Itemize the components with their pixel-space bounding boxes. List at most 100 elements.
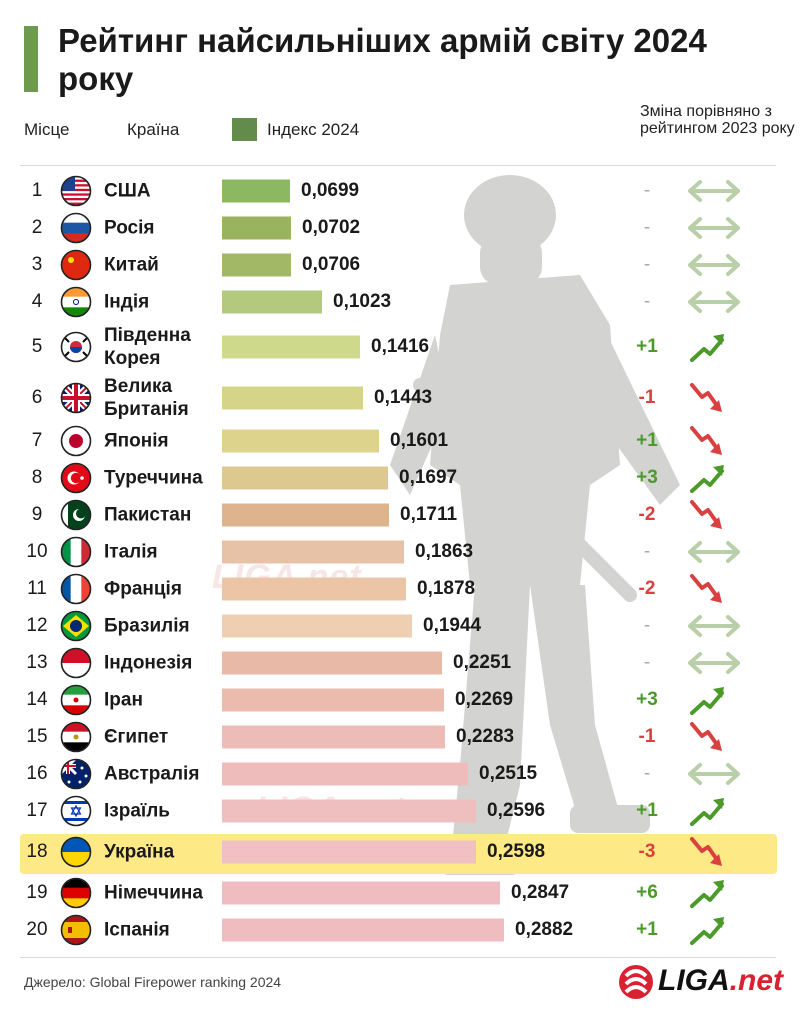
flag bbox=[60, 647, 92, 679]
index-value-label: 0,1443 bbox=[374, 387, 433, 408]
rank-down-arrow-icon bbox=[690, 837, 722, 866]
index-bar bbox=[222, 466, 388, 490]
index-bar bbox=[222, 918, 504, 942]
rank-number: 20 bbox=[26, 919, 48, 940]
rank-up-arrow-icon bbox=[690, 465, 724, 493]
logo-main: LIGA bbox=[658, 964, 730, 997]
us-flag-icon bbox=[60, 175, 92, 207]
rank-change-value: +1 bbox=[636, 430, 658, 451]
footer-divider bbox=[20, 957, 776, 958]
country-name: США bbox=[104, 180, 151, 202]
trend-arrow bbox=[686, 572, 742, 606]
flag bbox=[60, 684, 92, 716]
rank-change-value: -2 bbox=[638, 504, 656, 525]
flag bbox=[60, 758, 92, 790]
rank-change-value: -1 bbox=[638, 726, 656, 747]
rank-change-value: - bbox=[643, 615, 651, 636]
index-value-label: 0,2882 bbox=[515, 919, 574, 940]
trend-arrow bbox=[686, 285, 742, 319]
flag bbox=[60, 331, 92, 363]
rank-number: 14 bbox=[26, 689, 48, 710]
pakistan-flag-icon bbox=[60, 499, 92, 531]
flag bbox=[60, 286, 92, 318]
header-place: Місце bbox=[24, 120, 70, 139]
no-change-arrow-icon bbox=[688, 217, 740, 239]
country-name: Південна Корея bbox=[104, 325, 191, 369]
south-korea-flag-icon bbox=[60, 331, 92, 363]
index-value-label: 0,1863 bbox=[415, 541, 474, 562]
country-name: Ізраїль bbox=[104, 800, 170, 822]
rank-number: 5 bbox=[31, 336, 43, 357]
index-value-label: 0,1416 bbox=[371, 336, 430, 357]
rank-down-arrow-icon bbox=[690, 383, 722, 412]
flag bbox=[60, 877, 92, 909]
index-value-label: 0,1878 bbox=[417, 578, 476, 599]
no-change-arrow-icon bbox=[688, 763, 740, 785]
index-bar bbox=[222, 335, 360, 359]
country-name: Україна bbox=[104, 841, 175, 863]
country-name: Бразилія bbox=[104, 615, 190, 637]
rank-number: 15 bbox=[26, 726, 48, 747]
country-name: Італія bbox=[104, 541, 158, 563]
country-name: Індонезія bbox=[104, 652, 193, 674]
trend-arrow bbox=[686, 211, 742, 245]
no-change-arrow-icon bbox=[688, 291, 740, 313]
flag bbox=[60, 462, 92, 494]
index-value-label: 0,1023 bbox=[333, 291, 392, 312]
france-flag-icon bbox=[60, 573, 92, 605]
no-change-arrow-icon bbox=[688, 180, 740, 202]
flag bbox=[60, 382, 92, 414]
logo-suffix: .net bbox=[729, 964, 784, 997]
rank-change-value: +1 bbox=[636, 919, 658, 940]
rank-down-arrow-icon bbox=[690, 722, 722, 751]
flag bbox=[60, 721, 92, 753]
index-value-label: 0,0706 bbox=[302, 254, 361, 275]
rank-change-value: +3 bbox=[636, 467, 658, 488]
trend-arrow bbox=[686, 913, 742, 947]
rank-change-value: +6 bbox=[636, 882, 658, 903]
country-name: Іран bbox=[104, 689, 143, 711]
rank-up-arrow-icon bbox=[690, 917, 724, 945]
trend-arrow bbox=[686, 794, 742, 828]
country-name: Китай bbox=[104, 254, 159, 276]
index-bar bbox=[222, 799, 476, 823]
header-divider bbox=[20, 165, 776, 166]
no-change-arrow-icon bbox=[688, 652, 740, 674]
no-change-arrow-icon bbox=[688, 254, 740, 276]
trend-arrow bbox=[686, 461, 742, 495]
index-value-label: 0,1601 bbox=[390, 430, 449, 451]
japan-flag-icon bbox=[60, 425, 92, 457]
liga-logo-text: LIGA.net bbox=[658, 964, 783, 998]
flag bbox=[60, 536, 92, 568]
rank-number: 7 bbox=[31, 430, 43, 451]
flag bbox=[60, 499, 92, 531]
flag bbox=[60, 573, 92, 605]
rank-change-value: -1 bbox=[638, 387, 656, 408]
index-value-label: 0,1944 bbox=[423, 615, 482, 636]
header-change: Зміна порівняно з рейтингом 2023 року bbox=[640, 103, 795, 137]
rank-change-value: -2 bbox=[638, 578, 656, 599]
rank-up-arrow-icon bbox=[690, 687, 724, 715]
country-name: Австралія bbox=[104, 763, 200, 785]
rank-number: 16 bbox=[26, 763, 48, 784]
turkey-flag-icon bbox=[60, 462, 92, 494]
index-value-label: 0,2283 bbox=[456, 726, 515, 747]
flag bbox=[60, 795, 92, 827]
rank-number: 10 bbox=[26, 541, 48, 562]
index-value-label: 0,2598 bbox=[487, 841, 546, 862]
iran-flag-icon bbox=[60, 684, 92, 716]
rank-number: 13 bbox=[26, 652, 48, 673]
flag bbox=[60, 425, 92, 457]
index-value-label: 0,2515 bbox=[479, 763, 538, 784]
index-bar bbox=[222, 253, 291, 277]
rank-down-arrow-icon bbox=[690, 426, 722, 455]
rank-change-value: - bbox=[643, 217, 651, 238]
index-bar bbox=[222, 762, 468, 786]
flag bbox=[60, 212, 92, 244]
trend-arrow bbox=[686, 424, 742, 458]
rank-change-value: - bbox=[643, 254, 651, 275]
rank-change-value: +3 bbox=[636, 689, 658, 710]
spain-flag-icon bbox=[60, 914, 92, 946]
no-change-arrow-icon bbox=[688, 615, 740, 637]
